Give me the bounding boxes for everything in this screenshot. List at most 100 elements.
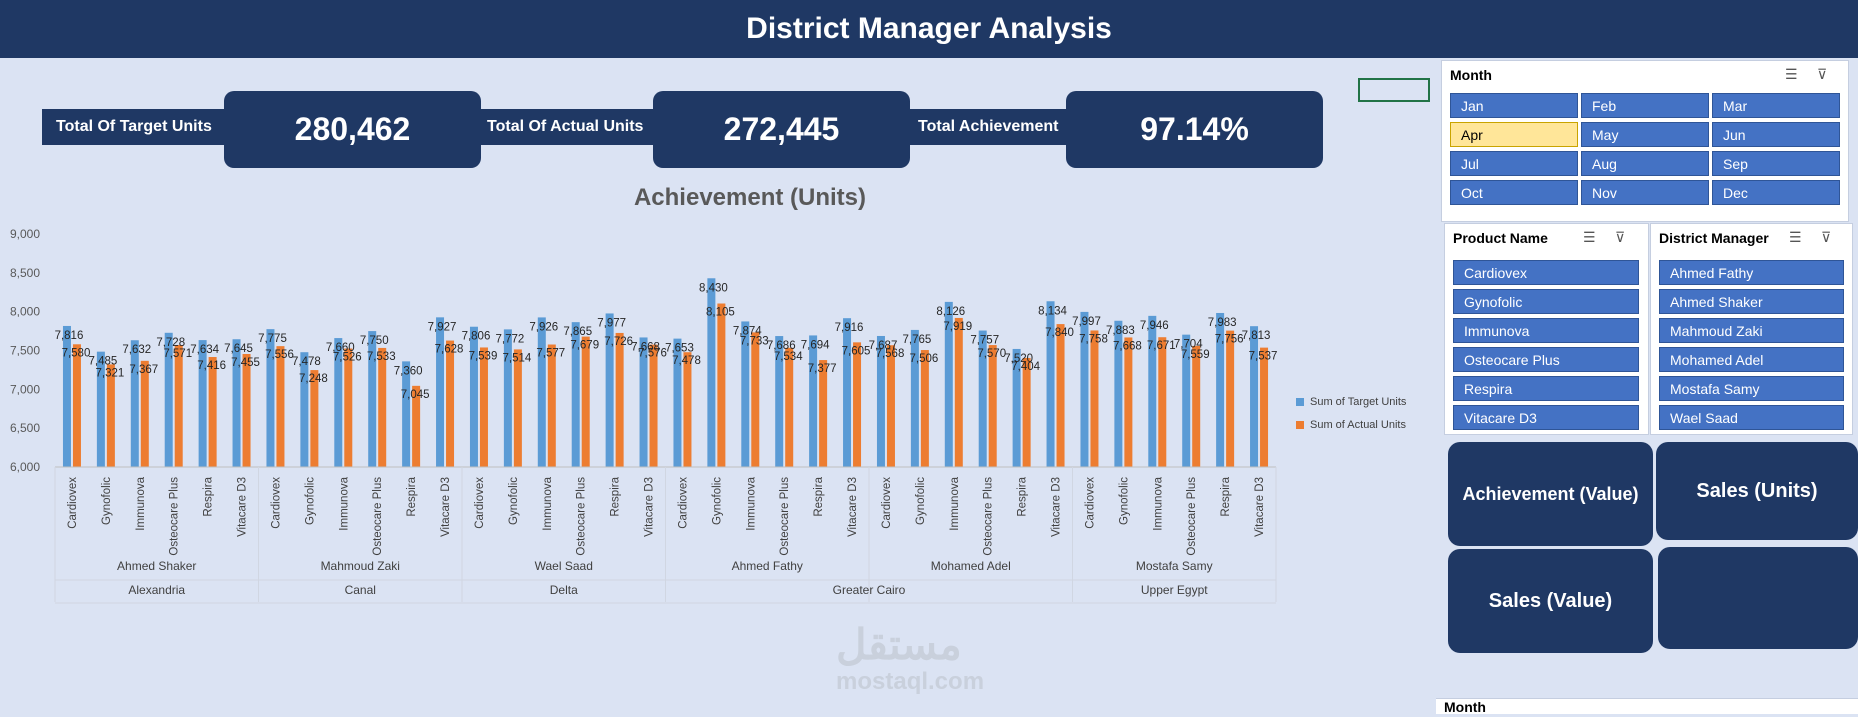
month-chip-may[interactable]: May bbox=[1581, 122, 1709, 147]
bar-target bbox=[639, 337, 648, 467]
bar-target bbox=[944, 301, 953, 467]
region-label: Canal bbox=[345, 583, 376, 597]
legend-actual-swatch bbox=[1296, 421, 1304, 430]
data-label-actual: 7,570 bbox=[977, 348, 1006, 360]
x-tick-label: Cardiovex bbox=[474, 477, 486, 529]
month-chip-jun[interactable]: Jun bbox=[1712, 122, 1840, 147]
manager-chip-mahmoud-zaki[interactable]: Mahmoud Zaki bbox=[1659, 318, 1844, 343]
month-chip-dec[interactable]: Dec bbox=[1712, 180, 1840, 205]
manager-chip-mostafa-samy[interactable]: Mostafa Samy bbox=[1659, 376, 1844, 401]
product-chip-immunova[interactable]: Immunova bbox=[1453, 318, 1639, 343]
month-chip-sep[interactable]: Sep bbox=[1712, 151, 1840, 176]
month-chip-jan[interactable]: Jan bbox=[1450, 93, 1578, 118]
data-label-actual: 7,576 bbox=[638, 348, 667, 360]
bar-actual bbox=[106, 364, 115, 467]
data-label-target: 7,775 bbox=[258, 333, 287, 345]
data-label-target: 8,430 bbox=[699, 282, 728, 294]
bar-target bbox=[503, 329, 512, 467]
bar-actual bbox=[174, 344, 183, 467]
bar-target bbox=[707, 278, 716, 467]
manager-chip-mohamed-adel[interactable]: Mohamed Adel bbox=[1659, 347, 1844, 372]
month-slicer-title: Month bbox=[1450, 67, 1492, 83]
nav-achievement-value-button[interactable]: Achievement (Value) bbox=[1448, 442, 1653, 546]
x-tick-label: Osteocare Plus bbox=[779, 477, 791, 556]
data-label-actual: 7,533 bbox=[367, 351, 396, 363]
multi-select-icon[interactable]: ☰ bbox=[1785, 66, 1798, 82]
data-label-actual: 7,580 bbox=[62, 347, 91, 359]
manager-chip-ahmed-shaker[interactable]: Ahmed Shaker bbox=[1659, 289, 1844, 314]
region-label: Greater Cairo bbox=[833, 583, 906, 597]
nav-sales-units-button[interactable]: Sales (Units) bbox=[1656, 442, 1858, 540]
bar-target bbox=[198, 340, 207, 467]
bar-actual bbox=[954, 317, 963, 467]
bar-target bbox=[266, 329, 275, 467]
data-label-target: 7,772 bbox=[495, 333, 524, 345]
bar-target bbox=[1250, 326, 1259, 467]
nav-sales-value-button[interactable]: Sales (Value) bbox=[1448, 549, 1653, 653]
clear-filter-icon[interactable]: ⊽ bbox=[1817, 66, 1828, 82]
month-chip-nov[interactable]: Nov bbox=[1581, 180, 1709, 205]
product-chip-respira[interactable]: Respira bbox=[1453, 376, 1639, 401]
x-tick-label: Vitacare D3 bbox=[237, 477, 249, 537]
clear-filter-icon[interactable]: ⊽ bbox=[1821, 229, 1832, 245]
kpi-target-value: 280,462 bbox=[224, 91, 481, 168]
bar-target bbox=[571, 322, 580, 467]
bar-target bbox=[741, 321, 750, 467]
data-label-actual: 7,556 bbox=[265, 349, 294, 361]
product-chip-osteocare-plus[interactable]: Osteocare Plus bbox=[1453, 347, 1639, 372]
x-tick-label: Respira bbox=[203, 476, 215, 516]
bar-actual bbox=[920, 350, 929, 467]
selected-cell[interactable] bbox=[1358, 78, 1430, 102]
month-chip-feb[interactable]: Feb bbox=[1581, 93, 1709, 118]
x-tick-label: Gynofolic bbox=[1118, 477, 1130, 525]
data-label-actual: 7,321 bbox=[95, 367, 124, 379]
manager-chip-wael-saad[interactable]: Wael Saad bbox=[1659, 405, 1844, 430]
data-label-actual: 7,571 bbox=[163, 348, 192, 360]
month-chip-jul[interactable]: Jul bbox=[1450, 151, 1578, 176]
kpi-actual-label: Total Of Actual Units bbox=[473, 109, 658, 145]
bar-actual bbox=[853, 342, 862, 467]
month-chip-mar[interactable]: Mar bbox=[1712, 93, 1840, 118]
bar-target bbox=[130, 340, 139, 467]
product-chip-cardiovex[interactable]: Cardiovex bbox=[1453, 260, 1639, 285]
x-tick-label: Cardiovex bbox=[881, 477, 893, 529]
kpi-ach-value: 97.14% bbox=[1066, 91, 1323, 168]
multi-select-icon[interactable]: ☰ bbox=[1583, 229, 1596, 245]
manager-label: Mahmoud Zaki bbox=[321, 559, 400, 573]
x-tick-label: Cardiovex bbox=[1084, 477, 1096, 529]
bar-target bbox=[436, 317, 445, 467]
bar-target bbox=[910, 329, 919, 467]
bar-actual bbox=[581, 336, 590, 467]
bar-actual bbox=[547, 344, 556, 467]
bar-actual bbox=[513, 349, 522, 467]
data-label-target: 7,977 bbox=[597, 317, 626, 329]
month-chip-aug[interactable]: Aug bbox=[1581, 151, 1709, 176]
x-tick-label: Cardiovex bbox=[677, 477, 689, 529]
y-tick-label: 6,000 bbox=[10, 460, 40, 474]
data-label-actual: 7,416 bbox=[197, 360, 226, 372]
x-tick-label: Immunova bbox=[338, 476, 350, 530]
data-label-actual: 7,679 bbox=[570, 340, 599, 352]
bar-actual bbox=[378, 347, 387, 467]
bar-target bbox=[232, 339, 241, 467]
data-label-target: 7,983 bbox=[1208, 317, 1237, 329]
product-chip-vitacare-d3[interactable]: Vitacare D3 bbox=[1453, 405, 1639, 430]
multi-select-icon[interactable]: ☰ bbox=[1789, 229, 1802, 245]
nav-blank-button[interactable] bbox=[1658, 547, 1858, 649]
y-tick-label: 6,500 bbox=[10, 421, 40, 435]
data-label-actual: 7,671 bbox=[1147, 340, 1176, 352]
data-label-target: 7,485 bbox=[88, 356, 117, 368]
clear-filter-icon[interactable]: ⊽ bbox=[1615, 229, 1626, 245]
manager-chip-ahmed-fathy[interactable]: Ahmed Fathy bbox=[1659, 260, 1844, 285]
watermark-latin: mostaql.com bbox=[836, 668, 985, 695]
month-chip-oct[interactable]: Oct bbox=[1450, 180, 1578, 205]
bar-target bbox=[775, 336, 784, 467]
month-slicer: Month ☰ ⊽ Jan Feb Mar Apr May Jun Jul Aug Sep Oct… bbox=[1441, 60, 1849, 222]
bar-target bbox=[605, 313, 614, 467]
month-chip-apr[interactable]: Apr bbox=[1450, 122, 1578, 147]
chart-title: Achievement (Units) bbox=[633, 184, 867, 211]
bar-target bbox=[537, 317, 546, 467]
product-chip-gynofolic[interactable]: Gynofolic bbox=[1453, 289, 1639, 314]
data-label-target: 7,694 bbox=[801, 339, 830, 351]
manager-slicer-title: District Manager bbox=[1659, 230, 1769, 246]
